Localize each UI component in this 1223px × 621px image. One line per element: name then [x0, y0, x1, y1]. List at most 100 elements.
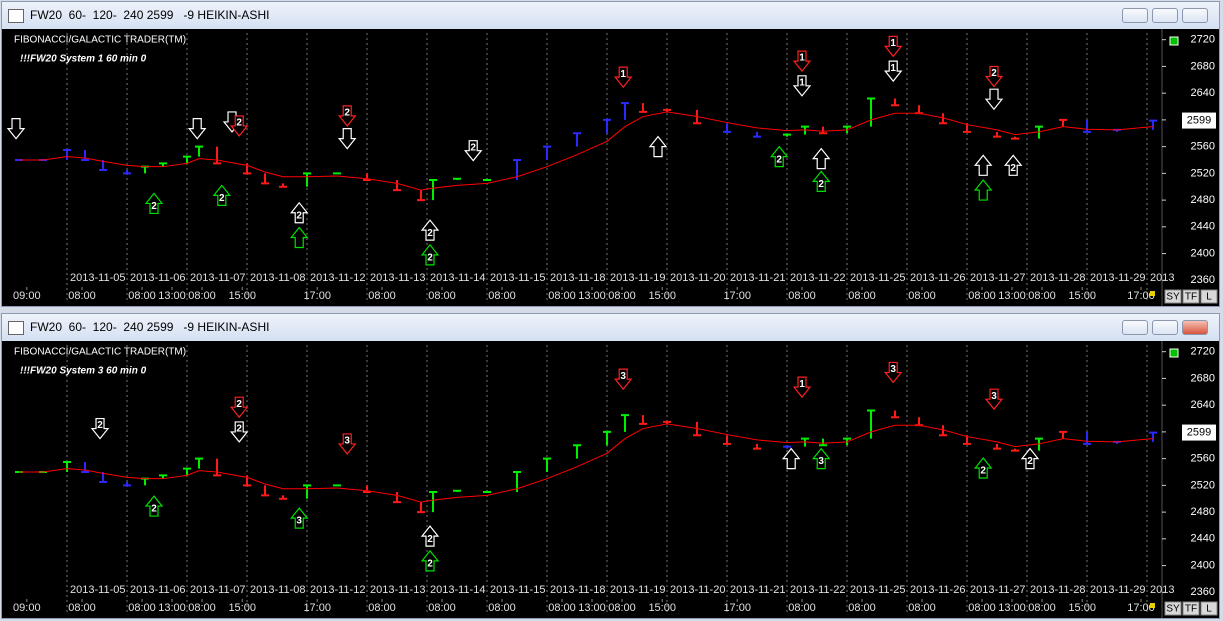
date-label: 2013-11-05: [70, 584, 125, 596]
ha-bar: [783, 445, 792, 449]
signal-label: 2: [776, 154, 782, 165]
scroll-handle: [1150, 603, 1155, 608]
date-label: 2013-11-22: [790, 272, 845, 284]
ha-bar: [429, 491, 438, 513]
moving-average: [19, 423, 1154, 503]
signal-arrow: [792, 75, 812, 97]
ha-bar: [261, 485, 270, 497]
signal-arrow: [420, 219, 440, 241]
ha-bar: [1149, 119, 1157, 130]
signal-label: 2: [427, 534, 433, 545]
date-label: 2013-11-08: [250, 584, 305, 596]
signal-arrow: [229, 396, 249, 419]
system-name: !!!FW20 System 3 60 min 0: [20, 366, 147, 377]
ha-bar: [483, 178, 492, 182]
date-label: 2013-11-14: [430, 272, 485, 284]
y-tick-label: 2400: [1191, 559, 1215, 571]
toolbar-button[interactable]: [1200, 289, 1218, 304]
ha-bar: [621, 102, 630, 120]
ha-bar: [993, 443, 1002, 450]
y-tick-label: 2440: [1191, 533, 1215, 545]
signal-arrow: [337, 128, 357, 150]
signal-arrow: [984, 388, 1004, 411]
signal-arrow: [187, 118, 207, 140]
signal-label: 2: [151, 201, 157, 212]
signal-arrow: [420, 525, 440, 547]
maximize-button[interactable]: [1152, 8, 1178, 23]
system-name: !!!FW20 System 1 60 min 0: [20, 54, 147, 65]
ha-bar: [429, 179, 438, 201]
ha-bar: [783, 133, 792, 137]
signal-arrow: [769, 145, 789, 168]
window-title: FW20 60- 120- 240 2599 -9 HEIKIN-ASHI: [30, 8, 270, 22]
ha-bar: [213, 146, 222, 165]
signal-label: 1: [799, 53, 805, 64]
ha-bar: [819, 438, 828, 447]
close-button[interactable]: [1182, 320, 1208, 335]
time-label: 08:00: [188, 602, 216, 614]
date-label: 2013-11-19: [610, 584, 665, 596]
date-label: 2013-11-25: [850, 272, 905, 284]
date-label: 2013: [1150, 272, 1174, 284]
signal-label: 1: [890, 63, 896, 74]
signal-label: 3: [890, 364, 896, 375]
signal-arrow: [6, 118, 26, 140]
scroll-handle: [1150, 291, 1155, 296]
toolbar-button[interactable]: [1182, 601, 1200, 616]
signal-label: 1: [799, 77, 805, 88]
date-label: 2013-11-13: [370, 272, 425, 284]
signal-arrow: [984, 65, 1004, 88]
close-button[interactable]: [1182, 8, 1208, 23]
date-label: 2013-11-05: [70, 272, 125, 284]
signal-arrow: [781, 447, 801, 470]
signal-label: 2: [236, 424, 242, 435]
minimize-button[interactable]: [1122, 320, 1148, 335]
chart: 2013-11-05 2013-11-06 2013-11-07 2013-11-08…: [2, 341, 1219, 618]
date-label: 2013-11-21: [730, 272, 785, 284]
last-price-box: [1182, 112, 1216, 129]
ha-bar: [1083, 119, 1091, 133]
signal-arrow: [883, 60, 903, 83]
time-label: 13:00: [998, 602, 1026, 614]
toolbar-button[interactable]: [1200, 601, 1218, 616]
ha-bar: [1083, 431, 1091, 445]
y-tick-label: 2720: [1191, 346, 1215, 358]
ha-bar: [261, 173, 270, 185]
y-tick-label: 2560: [1191, 453, 1215, 465]
toolbar-button-label: L: [1206, 604, 1212, 615]
signal-label: 2: [427, 228, 433, 239]
ha-bar: [1059, 118, 1067, 127]
ha-bar: [183, 467, 192, 476]
time-label: 08:00: [128, 602, 156, 614]
signal-arrow: [420, 243, 440, 266]
time-label: 17:00: [303, 602, 331, 614]
signal-arrow: [792, 376, 812, 399]
time-label: 08:00: [428, 602, 456, 614]
signal-arrow: [792, 50, 812, 73]
title-bar: FW20 60- 120- 240 2599 -9 HEIKIN-ASHI: [2, 314, 1219, 341]
date-label: 2013-11-12: [310, 584, 365, 596]
toolbar-button[interactable]: [1164, 289, 1182, 304]
y-tick-label: 2400: [1191, 247, 1215, 259]
toolbar-button[interactable]: [1164, 601, 1182, 616]
maximize-button[interactable]: [1152, 320, 1178, 335]
window-title: FW20 60- 120- 240 2599 -9 HEIKIN-ASHI: [30, 320, 270, 334]
signal-label: 2: [1010, 163, 1016, 174]
toolbar-button[interactable]: [1182, 289, 1200, 304]
date-label: 2013-11-27: [970, 272, 1025, 284]
ha-bar: [1011, 136, 1019, 140]
ha-bar: [819, 126, 828, 135]
ha-bar: [801, 125, 810, 135]
ha-bar: [195, 457, 204, 469]
time-label: 08:00: [428, 290, 456, 302]
time-label: 17:00: [723, 290, 751, 302]
signal-label: 3: [296, 516, 302, 527]
signal-arrow: [289, 226, 309, 249]
ha-bar: [213, 458, 222, 477]
ha-bar: [195, 145, 204, 157]
minimize-button[interactable]: [1122, 8, 1148, 23]
toolbar-button-label: SY: [1166, 604, 1180, 615]
indicator-name: FIBONACCI/GALACTIC TRADER(TM): [14, 35, 186, 46]
time-label: 15:00: [648, 602, 676, 614]
time-label: 08:00: [488, 602, 516, 614]
